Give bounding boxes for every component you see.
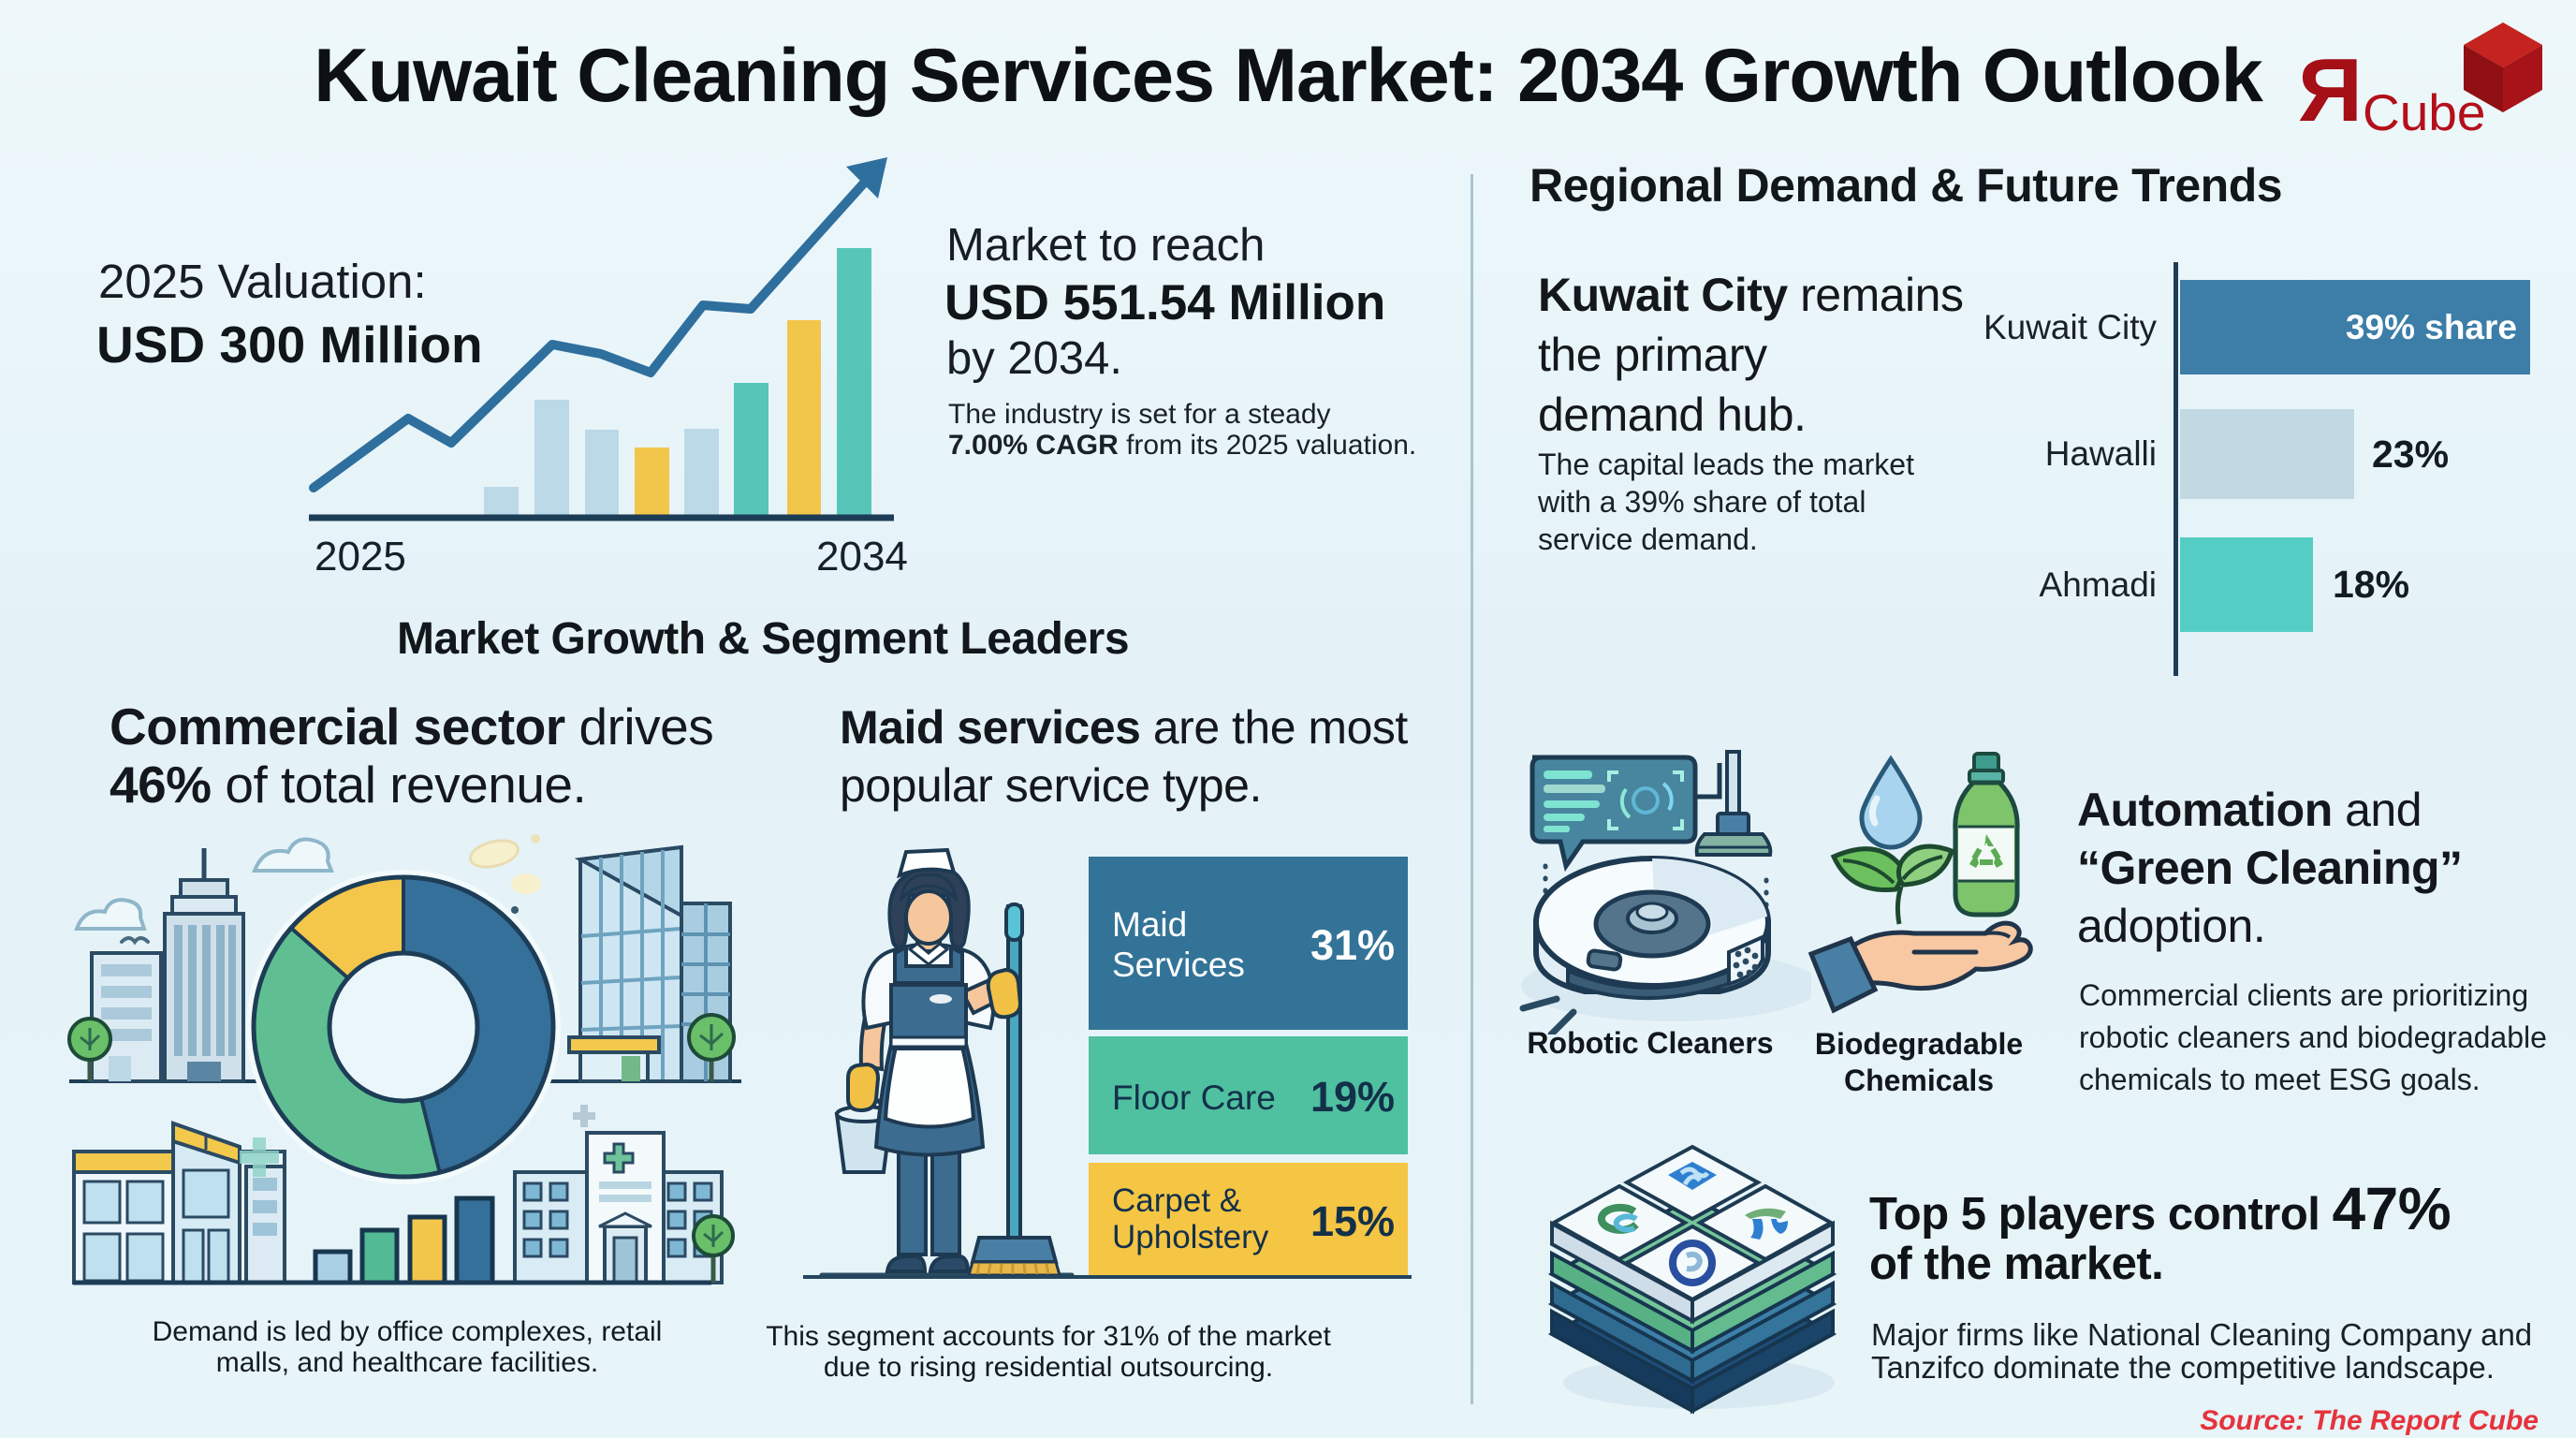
svg-text:2025: 2025 [315,534,406,580]
svg-text:2034: 2034 [816,534,908,580]
